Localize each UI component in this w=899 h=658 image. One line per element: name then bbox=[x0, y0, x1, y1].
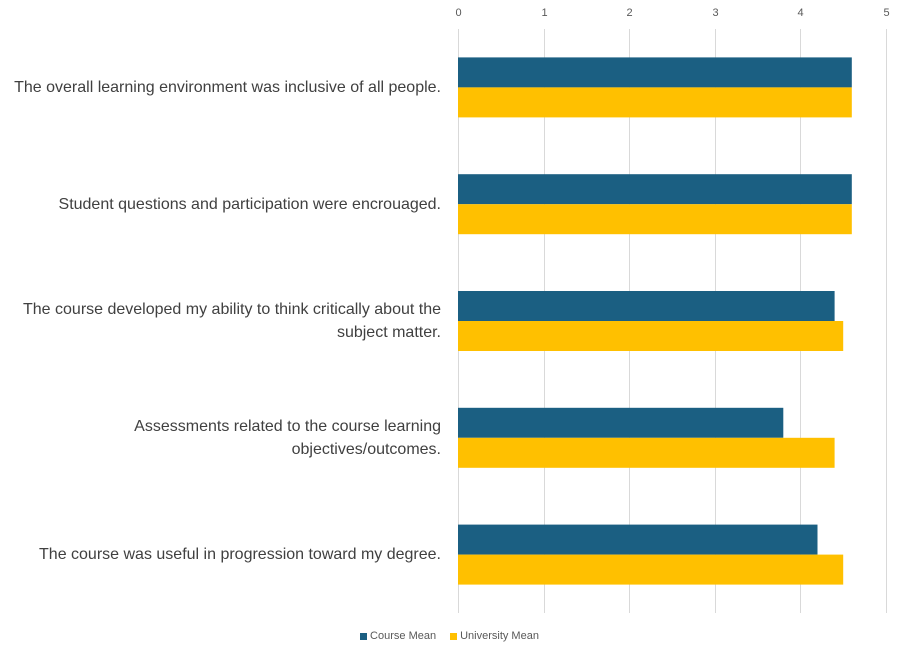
x-tick-label: 4 bbox=[797, 7, 803, 19]
x-axis-ticks: 0 1 2 3 4 5 bbox=[455, 7, 889, 19]
category-label: Assessments related to the course learni… bbox=[134, 417, 441, 458]
category-label: The overall learning environment was inc… bbox=[14, 78, 441, 96]
bar-course-mean-2 bbox=[458, 291, 835, 321]
bar-course-mean-3 bbox=[458, 407, 784, 438]
bar-university-mean-1 bbox=[458, 204, 852, 235]
bar-university-mean-3 bbox=[458, 437, 835, 468]
bars bbox=[458, 57, 852, 585]
x-tick-label: 0 bbox=[455, 7, 461, 19]
bar-course-mean-4 bbox=[458, 524, 818, 555]
bar-university-mean-2 bbox=[458, 321, 844, 351]
legend-swatch-course-mean bbox=[360, 632, 368, 640]
x-tick-label: 1 bbox=[541, 7, 547, 19]
x-tick-label: 5 bbox=[883, 7, 889, 19]
bar-university-mean-0 bbox=[458, 87, 852, 118]
legend-item-course-mean: Course Mean bbox=[360, 630, 436, 642]
bar-course-mean-1 bbox=[458, 174, 852, 205]
legend-label-course-mean: Course Mean bbox=[370, 630, 437, 642]
legend-item-university-mean: University Mean bbox=[450, 630, 539, 642]
category-label: Student questions and participation were… bbox=[58, 195, 441, 213]
legend: Course Mean University Mean bbox=[0, 630, 899, 642]
bar-course-mean-0 bbox=[458, 57, 852, 88]
x-tick-label: 2 bbox=[626, 7, 632, 19]
bar-university-mean-4 bbox=[458, 554, 844, 585]
category-label: The course developed my ability to think… bbox=[23, 301, 441, 341]
x-tick-label: 3 bbox=[712, 7, 718, 19]
legend-swatch-university-mean bbox=[450, 632, 458, 640]
category-label: The course was useful in progression tow… bbox=[39, 546, 441, 564]
legend-label-university-mean: University Mean bbox=[460, 630, 539, 642]
